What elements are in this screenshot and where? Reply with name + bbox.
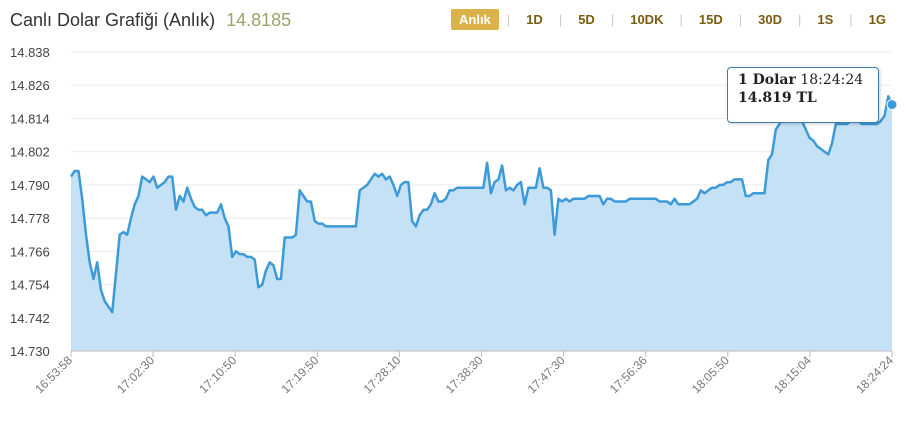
range-button-5d[interactable]: 5D (578, 12, 595, 27)
range-separator: | (506, 12, 511, 27)
range-button-1g[interactable]: 1G (868, 12, 886, 27)
y-tick-label: 14.826 (10, 78, 50, 93)
chart-title: Canlı Dolar Grafiği (Anlık) 14.8185 (10, 10, 291, 31)
y-tick-label: 14.754 (10, 278, 50, 293)
y-tick-label: 14.742 (10, 311, 50, 326)
range-button-1d[interactable]: 1D (526, 12, 543, 27)
price-area (71, 96, 892, 351)
y-tick-label: 14.814 (10, 111, 50, 126)
chart-title-text: Canlı Dolar Grafiği (Anlık) (10, 10, 216, 30)
time-range-selector: Anlık | 1D | 5D | 10DK | 15D | 30D | 1S | 1G (451, 9, 894, 30)
y-tick-label: 14.802 (10, 145, 50, 160)
x-axis: 16:53:58 17:02:30 17:10:50 17:19:50 17:28:10… (32, 350, 896, 396)
price-line (69, 95, 894, 314)
current-price: 14.8185 (226, 10, 292, 30)
range-button-30d[interactable]: 30D (758, 12, 782, 27)
range-button-10dk[interactable]: 10DK (630, 12, 664, 27)
chart-header: Canlı Dolar Grafiği (Anlık) 14.8185 Anlı… (0, 0, 906, 42)
y-tick-label: 14.778 (10, 211, 50, 226)
x-tick-label: 17:28:10 (361, 353, 404, 396)
x-tick-label: 17:56:36 (607, 353, 650, 396)
x-tick-label: 16:53:58 (32, 353, 75, 396)
y-tick-label: 14.730 (10, 344, 50, 359)
x-tick-label: 17:47:30 (525, 353, 568, 396)
tooltip-label: 1 Dolar (738, 72, 796, 88)
price-series (69, 95, 898, 351)
range-separator: | (738, 12, 743, 27)
y-tick-label: 14.790 (10, 178, 50, 193)
range-button-15d[interactable]: 15D (698, 12, 723, 27)
range-button-1s[interactable]: 1S (817, 12, 834, 27)
tooltip-time: 18:24:24 (800, 72, 864, 88)
range-separator: | (797, 12, 802, 27)
x-tick-label: 18:24:24 (853, 353, 896, 396)
y-axis: 14.838 14.826 14.814 14.802 14.790 14.778 14.7… (10, 45, 50, 359)
price-marker (886, 99, 898, 111)
range-button-anlık[interactable]: Anlık (451, 9, 499, 30)
tooltip-value: 14.819 TL (738, 90, 817, 106)
x-tick-label: 17:02:30 (114, 353, 157, 396)
range-separator: | (849, 12, 853, 27)
y-tick-label: 14.838 (10, 45, 50, 60)
range-separator: | (558, 12, 563, 27)
range-separator: | (610, 12, 615, 27)
tooltip-line-1: 1 Dolar 18:24:24 (738, 72, 868, 88)
x-tick-label: 18:15:04 (771, 353, 814, 396)
range-separator: | (679, 12, 683, 27)
x-tick-label: 17:38:30 (443, 353, 486, 396)
chart-tooltip: 1 Dolar 18:24:24 14.819 TL (727, 67, 879, 123)
x-tick-label: 17:10:50 (196, 353, 239, 396)
x-tick-label: 18:05:50 (689, 353, 732, 396)
y-tick-label: 14.766 (10, 244, 50, 259)
x-tick-label: 17:19:50 (278, 353, 321, 396)
